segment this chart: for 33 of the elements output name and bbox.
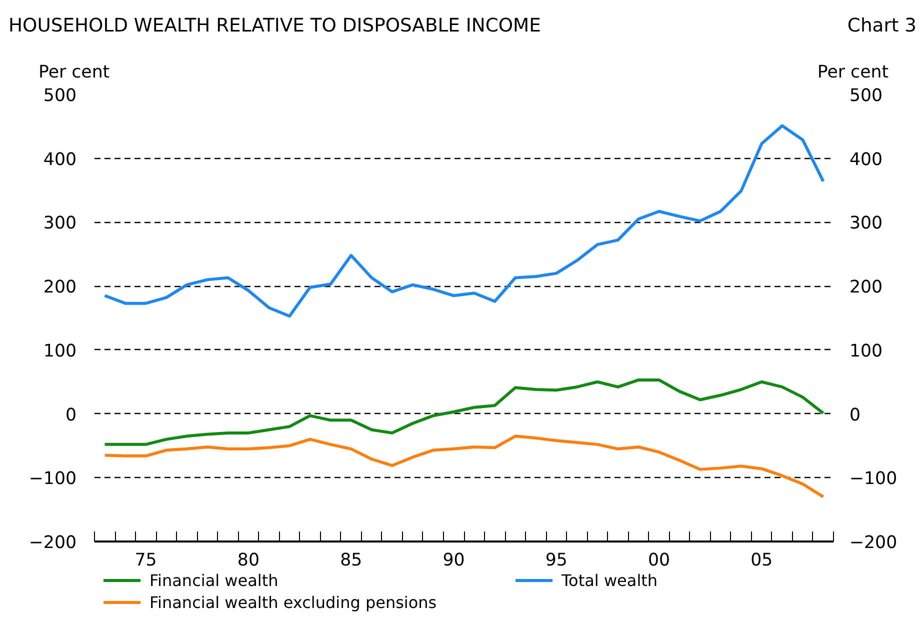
y2-tick-label: 400 — [850, 150, 883, 170]
y-axis-title: Per cent — [38, 62, 110, 82]
line-series — [103, 378, 825, 446]
line-series — [103, 124, 825, 318]
y2-tick-label: 500 — [850, 86, 883, 106]
y-tick-label: −200 — [28, 533, 76, 553]
y-tick-label: 200 — [43, 278, 77, 298]
legend-label: Financial wealth — [150, 571, 278, 590]
x-tick-label: 00 — [648, 550, 670, 570]
chart-title: HOUSEHOLD WEALTH RELATIVE TO DISPOSABLE INCOME — [8, 16, 541, 36]
caption: Chart 3 — [847, 16, 917, 36]
y-tick-label: 500 — [43, 86, 77, 106]
y-tick-label: −100 — [28, 469, 76, 490]
line-series — [103, 434, 825, 498]
x-tick-label: 80 — [237, 550, 260, 570]
y2-tick-label: 0 — [850, 405, 861, 426]
y-tick-label: 300 — [43, 214, 77, 234]
legend-label: Total wealth — [560, 571, 658, 590]
y-tick-label: 400 — [43, 150, 77, 170]
x-tick-label: 75 — [134, 550, 157, 570]
legend-label: Financial wealth excluding pensions — [150, 593, 437, 612]
y2-tick-label: −200 — [850, 533, 898, 553]
x-tick-label: 05 — [750, 550, 773, 570]
y2-axis-title: Per cent — [817, 62, 889, 82]
y2-tick-label: 200 — [850, 278, 883, 298]
y2-tick-label: −100 — [850, 469, 898, 490]
x-tick-label: 90 — [442, 550, 465, 570]
y2-tick-label: 300 — [850, 214, 883, 234]
y2-tick-label: 100 — [850, 341, 883, 362]
y-tick-label: 100 — [43, 341, 77, 362]
y-tick-label: 0 — [65, 405, 77, 426]
x-tick-label: 95 — [545, 550, 568, 570]
x-tick-label: 85 — [340, 550, 362, 570]
